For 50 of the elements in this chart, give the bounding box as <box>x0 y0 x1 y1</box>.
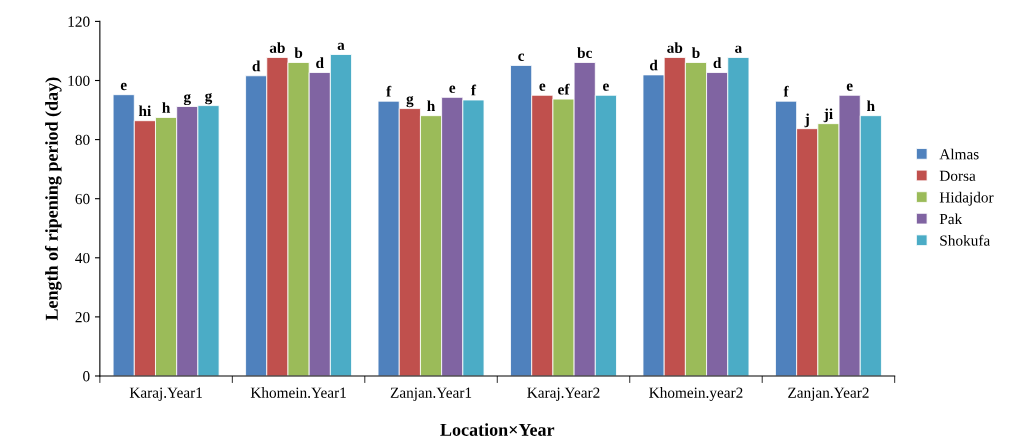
data-label: hi <box>138 105 152 117</box>
data-label: ef <box>558 83 570 95</box>
x-tick-label: Khomein.year2 <box>649 387 743 401</box>
x-axis-title: Location×Year <box>440 423 555 436</box>
data-label: g <box>406 95 414 108</box>
y-tick-label: 80 <box>75 134 90 146</box>
data-label: a <box>337 42 345 51</box>
legend-label: Pak <box>939 213 963 225</box>
data-label: c <box>518 53 525 61</box>
x-tick-label: Zanjan.Year1 <box>390 387 472 401</box>
data-label: h <box>427 100 436 112</box>
data-label: e <box>603 83 609 91</box>
y-axis-title: Length of ripening period (day) <box>44 77 62 321</box>
data-label: h <box>162 102 171 113</box>
data-label: e <box>449 85 456 93</box>
data-label: e <box>846 83 853 91</box>
y-tick-label: 100 <box>68 75 90 86</box>
data-label: j <box>804 113 809 128</box>
legend-label: Hidajdor <box>939 191 994 206</box>
x-tick-label: Karaj.Year2 <box>527 387 600 401</box>
data-label: bc <box>577 47 592 58</box>
data-label: d <box>649 59 658 71</box>
y-tick-label: 60 <box>75 193 90 205</box>
data-label: ab <box>269 42 285 53</box>
data-label: a <box>735 45 742 53</box>
data-label: d <box>713 57 722 69</box>
data-label: f <box>783 85 789 97</box>
x-tick-label: Karaj.Year1 <box>129 387 202 401</box>
legend-label: Almas <box>939 148 979 160</box>
data-label: f <box>471 84 477 96</box>
data-label: g <box>183 93 191 106</box>
x-tick-label: Khomein.Year1 <box>250 387 346 398</box>
data-label: e <box>539 83 546 91</box>
data-label: d <box>252 60 261 72</box>
data-label: e <box>120 82 127 91</box>
y-tick-label: 0 <box>83 371 90 382</box>
data-label: f <box>386 85 392 97</box>
data-label: b <box>691 47 700 58</box>
legend-label: Shokufa <box>940 234 991 246</box>
data-label: d <box>316 57 324 69</box>
y-tick-label: 40 <box>75 252 90 264</box>
data-label: h <box>866 100 875 112</box>
y-tick-label: 120 <box>68 16 90 27</box>
x-tick-label: Zanjan.Year2 <box>788 387 869 401</box>
data-label: g <box>205 93 213 105</box>
data-label: b <box>294 47 303 58</box>
data-label: ab <box>667 42 683 53</box>
legend-label: Dorsa <box>939 170 976 181</box>
y-tick-label: 20 <box>75 312 90 323</box>
data-label: ji <box>823 108 833 123</box>
